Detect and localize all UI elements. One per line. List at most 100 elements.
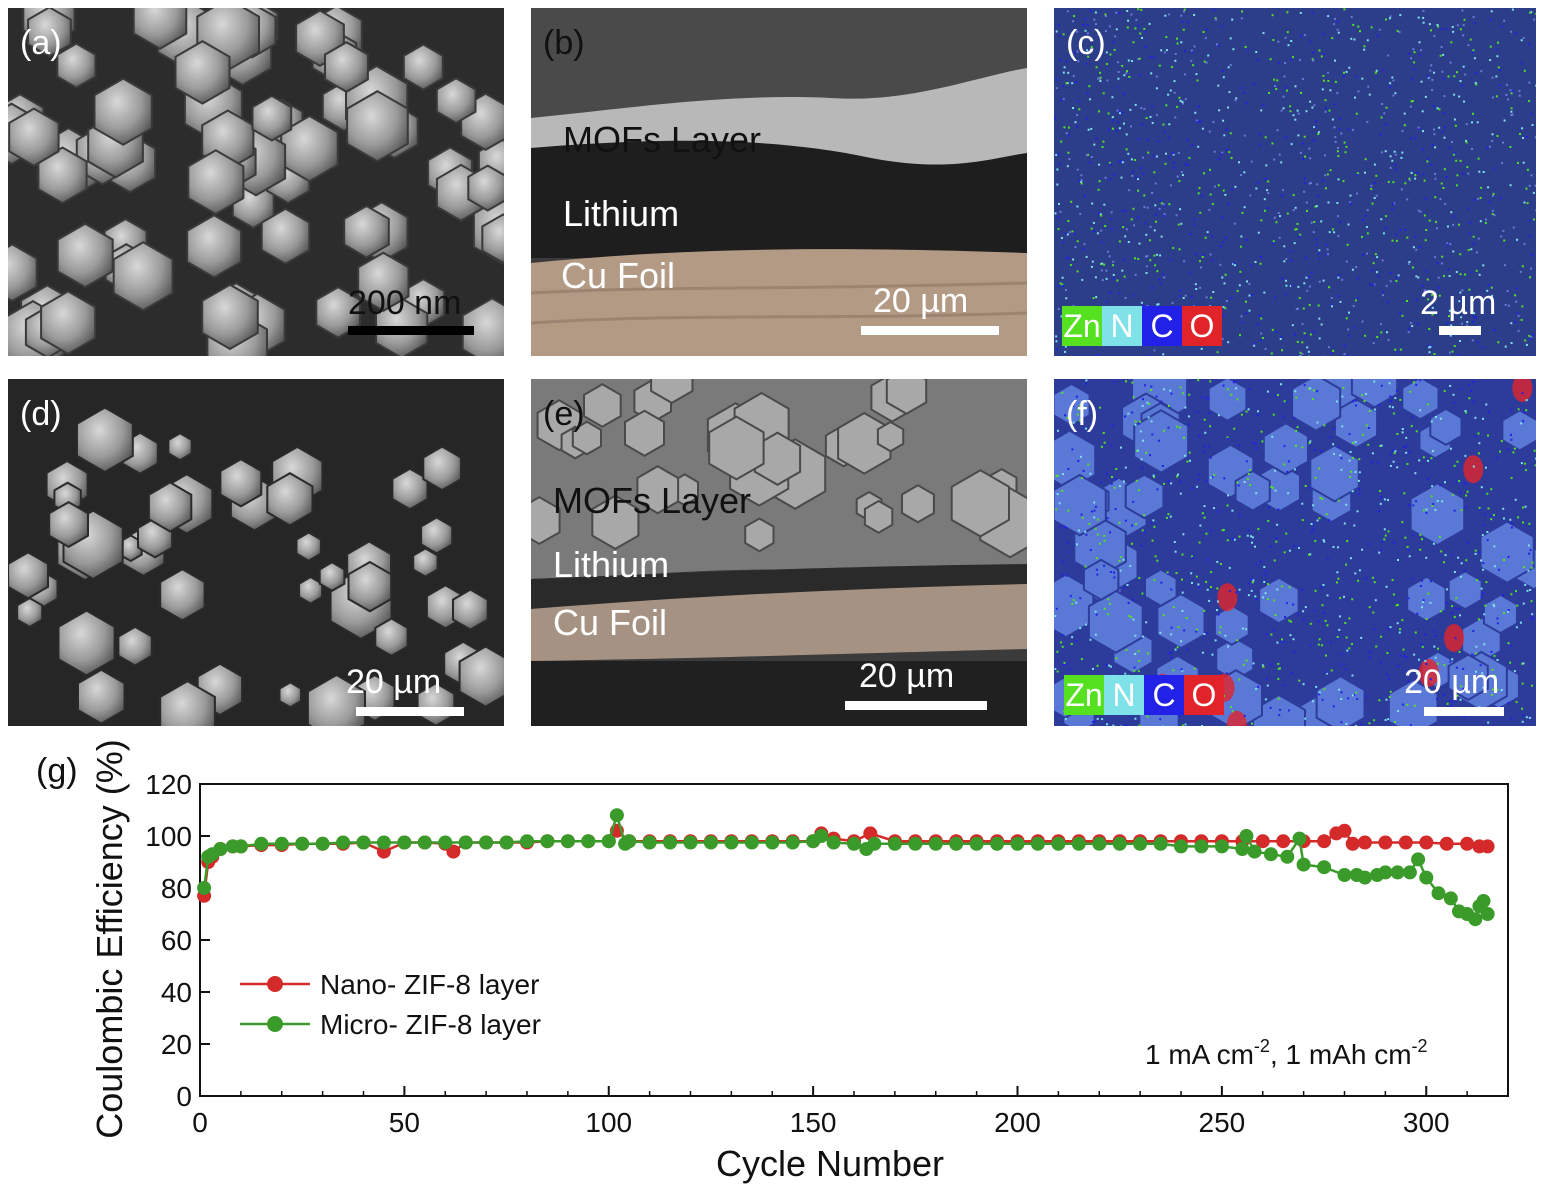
eds-dot [1305,276,1308,279]
data-point [724,835,739,850]
crystal-facet [901,484,935,524]
eds-dot [1412,48,1415,51]
eds-dot [1207,54,1210,57]
eds-dot [1436,107,1439,110]
eds-dot [1180,222,1183,225]
eds-dot [1081,477,1083,480]
eds-dot [1451,658,1454,661]
eds-dot [1242,663,1245,666]
eds-dot [1410,425,1413,428]
eds-dot [1260,332,1263,335]
eds-dot [1507,609,1510,611]
eds-dot [1182,28,1185,31]
eds-dot [1322,584,1325,586]
eds-dot [1436,262,1439,265]
eds-dot [1456,24,1459,27]
eds-dot [1285,279,1287,282]
eds-grain [1447,570,1483,611]
eds-dot [1429,69,1432,72]
eds-dot [1138,724,1141,726]
crystal-facet [571,420,602,456]
eds-dot [1459,28,1462,31]
eds-dot [1254,545,1256,548]
eds-dot [1066,233,1069,236]
eds-dot [1225,148,1228,151]
eds-dot [1334,140,1337,143]
nano-particle [93,77,153,146]
eds-dot [1308,285,1311,288]
eds-dot [1492,514,1495,516]
eds-dot [1495,75,1498,78]
eds-dot [1217,44,1220,47]
eds-dot [1509,518,1512,521]
eds-dot [1065,232,1067,235]
eds-dot [1259,339,1262,342]
eds-dot [1495,95,1498,98]
eds-dot [1421,579,1423,582]
eds-dot [1491,693,1494,696]
eds-dot [1492,192,1495,195]
eds-dot [1474,670,1477,673]
nano-particle [132,8,188,50]
eds-dot [1102,432,1105,434]
eds-dot [1081,516,1084,519]
eds-dot [1251,581,1254,584]
eds-dot [1146,652,1149,655]
eds-dot [1321,644,1323,647]
eds-dot [1183,436,1185,439]
eds-dot [1099,80,1102,82]
eds-dot [1139,420,1142,423]
eds-dot [1065,526,1068,529]
eds-dot [1262,32,1265,35]
eds-dot [1474,81,1477,84]
eds-dot [1331,37,1334,40]
eds-dot [1300,91,1302,94]
eds-dot [1467,249,1470,251]
eds-dot [1458,650,1461,653]
eds-dot [1219,263,1222,266]
eds-dot [1114,508,1117,510]
eds-dot [1385,226,1388,229]
eds-dot [1162,614,1165,617]
element-c-c: C [1142,306,1182,346]
eds-dot [1433,353,1436,355]
eds-dot [1160,202,1163,205]
eds-dot [1147,416,1150,419]
eds-dot [1389,15,1392,18]
eds-dot [1455,480,1458,483]
eds-dot [1245,300,1247,303]
eds-dot [1274,296,1276,299]
eds-dot [1393,202,1396,205]
eds-dot [1317,131,1320,134]
eds-dot [1179,481,1182,483]
eds-dot [1507,642,1510,645]
eds-dot [1496,659,1499,661]
eds-dot [1197,145,1200,148]
eds-dot [1382,69,1385,72]
eds-dot [1510,107,1513,110]
eds-grain [1409,482,1466,547]
eds-dot [1443,168,1446,171]
eds-dot [1232,537,1234,540]
eds-dot [1534,136,1536,139]
eds-dot [1421,148,1424,151]
eds-dot [1352,441,1354,444]
eds-dot [1279,667,1281,670]
eds-dot [1277,212,1280,215]
eds-dot [1055,30,1058,33]
data-point [336,835,351,850]
eds-dot [1482,171,1485,173]
eds-dot [1221,151,1224,154]
eds-dot [1104,30,1107,32]
eds-dot [1436,697,1438,700]
eds-dot [1280,336,1283,339]
eds-dot [1477,237,1480,240]
eds-dot [1416,323,1419,326]
eds-dot [1464,73,1467,76]
eds-dot [1137,138,1140,140]
eds-dot [1164,131,1167,134]
eds-dot [1065,82,1068,85]
eds-dot [1172,152,1175,155]
eds-dot [1081,278,1084,281]
eds-dot [1285,532,1288,535]
